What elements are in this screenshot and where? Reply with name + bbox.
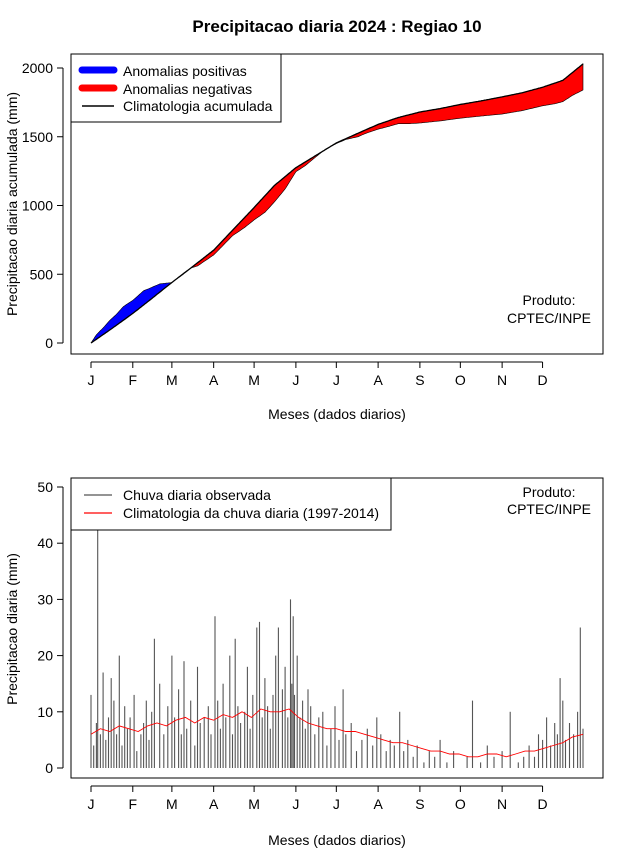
cumulative-x-axis-label: Meses (dados diarios): [268, 406, 406, 422]
daily-y-tick-label: 30: [37, 591, 53, 607]
cumulative-x-tick-label: F: [129, 372, 138, 388]
daily-y-tick-label: 40: [37, 535, 53, 551]
cumulative-y-axis: 0 500 1000 1500 2000: [22, 60, 64, 351]
legend-label-positive: Anomalias positivas: [123, 63, 247, 79]
cumulative-panel: 0 500 1000 1500 2000 J F M A M J J A S O N D Meses (dad…: [4, 53, 604, 422]
daily-x-tick-label: A: [209, 796, 219, 812]
cumulative-x-tick-label: N: [497, 372, 507, 388]
cumulative-legend: Anomalias positivas Anomalias negativas …: [70, 53, 282, 123]
daily-x-tick-label: S: [415, 796, 424, 812]
cumulative-annotation-line-1: Produto:: [523, 292, 576, 308]
daily-x-tick-label: N: [497, 796, 507, 812]
cumulative-annotation-line-2: CPTEC/INPE: [507, 310, 591, 326]
cumulative-y-tick-label: 1000: [22, 198, 53, 214]
daily-x-tick-label: M: [166, 796, 178, 812]
cumulative-x-tick-label: A: [209, 372, 219, 388]
daily-annotation-line-2: CPTEC/INPE: [507, 501, 591, 517]
daily-y-tick-label: 0: [45, 760, 53, 776]
observed-daily-bars: [90, 526, 584, 768]
daily-x-tick-label: J: [333, 796, 340, 812]
negative-anomaly-area: [190, 149, 325, 269]
cumulative-x-tick-label: D: [537, 372, 547, 388]
cumulative-x-tick-label: A: [373, 372, 383, 388]
daily-x-tick-label: J: [88, 796, 95, 812]
daily-x-tick-label: F: [129, 796, 138, 812]
daily-y-tick-label: 10: [37, 704, 53, 720]
cumulative-y-tick-label: 0: [45, 335, 53, 351]
cumulative-x-tick-label: J: [333, 372, 340, 388]
cumulative-y-tick-label: 1500: [22, 129, 53, 145]
cumulative-y-axis-label: Precipitacao diaria acumulada (mm): [4, 92, 20, 316]
legend-label-climatology-daily: Climatologia da chuva diaria (1997-2014): [123, 505, 379, 521]
cumulative-x-tick-label: M: [248, 372, 260, 388]
cumulative-x-tick-label: M: [166, 372, 178, 388]
daily-x-axis-label: Meses (dados diarios): [268, 832, 406, 848]
legend-label-negative: Anomalias negativas: [123, 81, 252, 97]
cumulative-x-tick-label: S: [415, 372, 424, 388]
daily-y-axis-label: Precipitacao diaria (mm): [4, 553, 20, 705]
climatology-cumulative-line: [90, 63, 584, 344]
cumulative-x-tick-label: O: [455, 372, 466, 388]
chart-title: Precipitacao diaria 2024 : Regiao 10: [192, 17, 481, 36]
climatology-daily-line: [90, 708, 584, 758]
daily-legend: Chuva diaria observada Climatologia da c…: [70, 477, 392, 531]
legend-label-climatology: Climatologia acumulada: [123, 98, 273, 114]
daily-x-tick-label: A: [373, 796, 383, 812]
cumulative-y-tick-label: 500: [30, 266, 54, 282]
daily-x-tick-label: J: [292, 796, 299, 812]
daily-y-tick-label: 20: [37, 648, 53, 664]
cumulative-x-tick-label: J: [292, 372, 299, 388]
legend-label-observed: Chuva diaria observada: [123, 487, 271, 503]
daily-annotation-line-1: Produto:: [523, 484, 576, 500]
daily-y-axis: 0 10 20 30 40 50: [37, 479, 64, 776]
daily-legend-box: [70, 477, 392, 531]
daily-x-tick-label: M: [248, 796, 260, 812]
daily-panel: 0 10 20 30 40 50 J F M A M J J A S O N D Meses (dados di…: [4, 477, 604, 848]
cumulative-plot-frame: [70, 53, 604, 355]
daily-x-tick-label: O: [455, 796, 466, 812]
cumulative-x-tick-label: J: [88, 372, 95, 388]
daily-x-tick-label: D: [537, 796, 547, 812]
daily-y-tick-label: 50: [37, 479, 53, 495]
cumulative-y-tick-label: 2000: [22, 60, 53, 76]
